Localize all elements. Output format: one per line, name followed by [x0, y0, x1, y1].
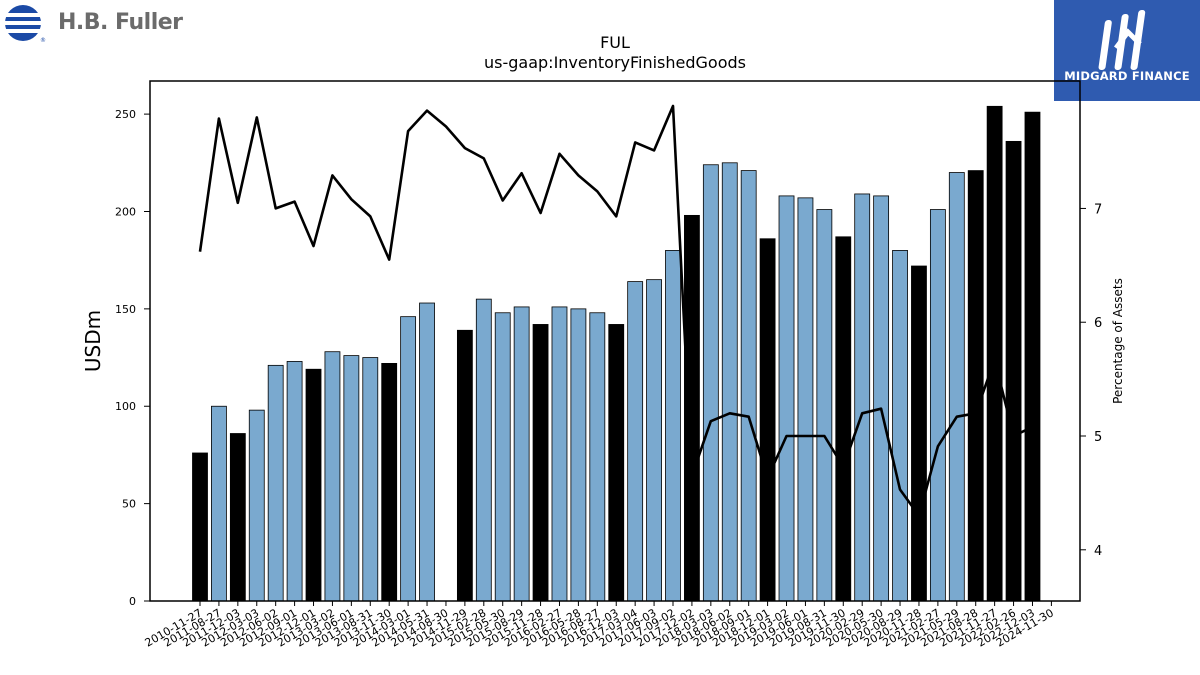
y2-tick-label-4: 4: [1094, 544, 1102, 559]
y-tick-label-150: 150: [115, 303, 136, 316]
bar-2018-03-03: [740, 170, 757, 602]
bar-2011-05-28: [229, 433, 246, 602]
bar-2017-03-04: [665, 250, 681, 602]
bar-2020-11-28: [948, 172, 965, 602]
bar-2019-06-01: [835, 236, 852, 602]
y-axis-left: 0 50 100 150 200 250: [115, 108, 150, 608]
bar-2018-06-02: [759, 238, 776, 602]
bar-2015-05-30: [532, 324, 549, 602]
bar-2010-11-27: [192, 452, 208, 602]
bar-2012-09-01: [324, 351, 341, 602]
bar-2012-06-02: [305, 368, 322, 602]
y-tick-label-200: 200: [115, 205, 136, 218]
y-axis-right: 4 5 6 7: [1080, 202, 1102, 559]
bar-2020-05-30: [911, 265, 927, 602]
bar-2012-12-01: [343, 355, 360, 602]
bar-2020-08-29: [929, 209, 946, 602]
bar-2021-08-28: [1005, 140, 1022, 602]
y2-axis-label: Percentage of Assets: [1111, 278, 1125, 404]
midgard-finance-label: MIDGARD FINANCE: [1064, 69, 1190, 83]
svg-text:®: ®: [40, 37, 46, 44]
y2-tick-label-5: 5: [1094, 430, 1102, 445]
bar-2011-08-27: [248, 409, 265, 602]
bar-2021-11-27: [1024, 111, 1041, 602]
bar-2018-09-01: [778, 195, 795, 602]
y-tick-label-250: 250: [115, 108, 136, 121]
y-tick-label-0: 0: [129, 595, 136, 608]
bar-2017-12-02: [721, 162, 738, 602]
bar-2011-02-26: [211, 405, 227, 602]
bar-2015-08-29: [551, 306, 568, 602]
bar-2019-08-31: [854, 193, 871, 602]
bar-2016-08-27: [627, 281, 644, 602]
midgard-m-icon: [1098, 10, 1146, 70]
bar-2017-06-03: [684, 214, 700, 602]
bar-2012-03-03: [286, 361, 303, 602]
pct-of-assets-line: [198, 104, 1034, 517]
bar-2021-02-27: [967, 170, 984, 602]
bar-2016-02-27: [589, 312, 606, 602]
hb-fuller-wordmark: H.B. Fuller: [58, 10, 183, 35]
bar-2011-12-03: [267, 364, 284, 602]
bars: [192, 105, 1041, 602]
pct-line-layer: [198, 104, 1034, 517]
bar-2016-05-28: [608, 324, 625, 602]
y-axis-label: USDm: [81, 310, 105, 372]
hb-fuller-logo: ® H.B. Fuller: [4, 4, 194, 46]
chart-title: FUL: [600, 33, 630, 52]
bar-2014-08-30: [475, 298, 492, 602]
bar-2020-02-29: [892, 250, 908, 602]
bar-2017-09-02: [702, 164, 719, 602]
bar-2013-03-02: [362, 357, 379, 602]
bar-2014-05-31: [456, 329, 473, 602]
midgard-finance-logo: MIDGARD FINANCE: [1054, 0, 1200, 101]
y-tick-label-50: 50: [122, 498, 136, 511]
bar-2019-03-02: [816, 209, 833, 602]
y2-tick-label-7: 7: [1094, 202, 1102, 217]
bar-2013-08-31: [400, 316, 417, 602]
bar-2018-12-01: [797, 197, 814, 602]
y2-tick-label-6: 6: [1094, 316, 1102, 331]
bar-2013-11-30: [419, 302, 435, 602]
x-axis: 2010-11-272011-08-272011-12-032012-03-03…: [143, 601, 1056, 650]
bar-2014-11-29: [494, 312, 511, 602]
y-tick-label-100: 100: [115, 400, 136, 413]
bar-2013-06-01: [381, 362, 398, 602]
bar-2015-11-28: [570, 308, 587, 602]
bar-2021-05-29: [986, 105, 1003, 602]
chart-subtitle: us-gaap:InventoryFinishedGoods: [484, 53, 746, 72]
bar-2019-11-30: [873, 195, 890, 602]
plot-frame: [149, 80, 1081, 602]
bar-2016-12-03: [646, 279, 662, 602]
hb-fuller-globe-icon: ®: [4, 5, 46, 44]
bar-2015-02-28: [513, 306, 530, 602]
